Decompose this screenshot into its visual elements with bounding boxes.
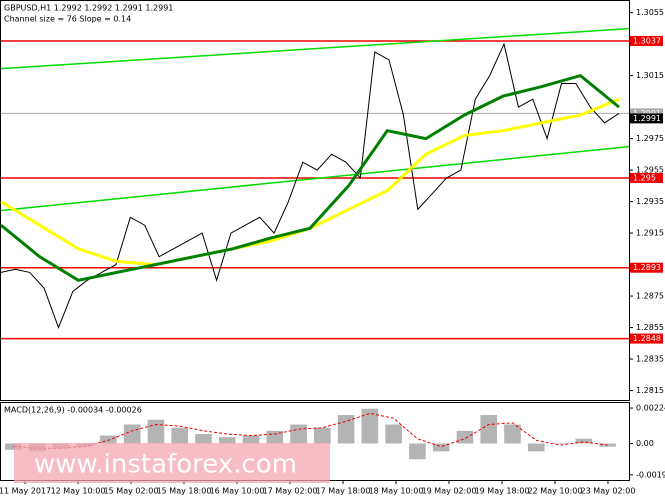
- x-tick-label: 12 May 10:00: [51, 487, 106, 496]
- y-tick-label: 1.2955: [636, 166, 664, 175]
- moving-average: [0, 73, 620, 282]
- y-tick-label: 1.2815: [636, 386, 664, 395]
- y-tick-label: 1.2975: [636, 134, 664, 143]
- x-tick-label: 23 May 02:00: [581, 487, 636, 496]
- macd-bar: [385, 424, 402, 444]
- x-tick-label: 19 May 18:00: [475, 487, 530, 496]
- macd-bar: [337, 415, 355, 444]
- macd-bar: [147, 419, 165, 444]
- macd-bar: [218, 437, 236, 444]
- y-tick-label: 1.2875: [636, 292, 664, 301]
- macd-bar: [195, 433, 212, 444]
- y-tick-label: 1.2855: [636, 323, 664, 332]
- x-tick-label: 22 May 10:00: [528, 487, 583, 496]
- macd-bar: [171, 427, 189, 444]
- current-price-label: 1.2991: [633, 114, 661, 123]
- level-box: [630, 172, 663, 183]
- y-tick-label: 1.2935: [636, 197, 664, 206]
- level-box: [630, 262, 663, 273]
- watermark: www.instaforex.com: [34, 450, 297, 480]
- x-tick-label: 11 May 2017: [0, 487, 51, 496]
- macd-bar: [480, 415, 498, 444]
- macd-bar: [123, 424, 141, 444]
- macd-label: MACD(12,26,9) -0.00034 -0.00026: [4, 406, 142, 415]
- macd-bar: [314, 427, 331, 444]
- macd-bar: [527, 443, 545, 452]
- macd-bar: [575, 438, 593, 444]
- x-tick-label: 18 May 10:00: [369, 487, 424, 496]
- x-tick-label: 17 May 18:00: [316, 487, 371, 496]
- y2-tick-label: 0.00224: [636, 404, 665, 413]
- x-tick-label: 19 May 02:00: [422, 487, 477, 496]
- macd-bar: [100, 435, 117, 444]
- price-line: [0, 42, 620, 330]
- watermark-box: [14, 443, 330, 483]
- x-tick-label: 15 May 02:00: [104, 487, 159, 496]
- chart-title: GBPUSD,H1 1.2992 1.2992 1.2991 1.2991: [4, 4, 173, 13]
- chart-subtitle: Channel size = 76 Slope = 0.14: [4, 15, 131, 24]
- macd-bar: [242, 435, 260, 444]
- level-label: 1.3037: [633, 36, 661, 45]
- y-tick-label: 1.2915: [636, 229, 664, 238]
- macd-bar: [290, 424, 307, 444]
- macd-signal: [13, 412, 608, 449]
- macd-bar: [432, 443, 450, 452]
- macd-bar: [456, 430, 474, 444]
- x-tick-label: 16 May 10:00: [210, 487, 265, 496]
- channel-line: [0, 145, 630, 212]
- x-tick-label: 15 May 18:00: [157, 487, 212, 496]
- y-tick-label: 1.3015: [636, 71, 664, 80]
- x-tick-label: 17 May 02:00: [263, 487, 318, 496]
- watermark-group: www.instaforex.com: [14, 443, 330, 483]
- channel-line: [0, 27, 630, 70]
- macd-bar: [504, 424, 521, 444]
- y2-tick-label: -0.00198: [636, 470, 665, 479]
- level-label: 1.2848: [633, 334, 661, 343]
- level-label: 1.295: [633, 173, 656, 182]
- level-label: 1.2893: [633, 263, 661, 272]
- macd-bar: [409, 443, 426, 460]
- y-tick-label: 1.2835: [636, 355, 664, 364]
- y2-tick-label: 0.00: [636, 439, 654, 448]
- y-tick-label: 1.3055: [636, 8, 664, 17]
- macd-bar: [361, 408, 379, 444]
- level-box: [630, 35, 663, 46]
- current-price-box: [630, 113, 663, 124]
- level-box: [630, 333, 663, 344]
- macd-bar: [551, 443, 569, 444]
- main-frame: [0, 0, 630, 401]
